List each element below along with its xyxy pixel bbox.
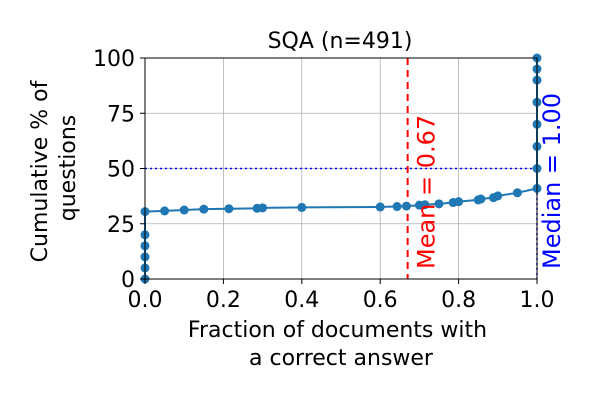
y-tick-label: 25	[107, 213, 135, 238]
y-tick-label: 50	[107, 158, 135, 183]
x-axis-label: Fraction of documents with a correct ans…	[188, 318, 494, 371]
data-point	[179, 205, 189, 215]
y-axis-label: Cumulative % of questions	[28, 74, 81, 263]
data-point	[401, 201, 411, 211]
chart-title: SQA (n=491)	[268, 29, 413, 54]
data-point	[512, 188, 522, 198]
x-tick-label: 0.6	[363, 288, 398, 313]
data-point	[258, 203, 268, 213]
y-tick-label: 75	[107, 102, 135, 127]
data-point	[493, 191, 503, 201]
y-tick-label: 100	[93, 47, 135, 72]
x-axis-ticks: 0.0 0.2 0.4 0.6 0.8 1.0	[128, 279, 555, 313]
median-label: Median = 1.00	[538, 93, 566, 269]
x-axis-label-line-1: Fraction of documents with	[188, 318, 487, 343]
x-axis-label-line-2: a correct answer	[249, 346, 434, 371]
mean-label: Mean = 0.67	[413, 115, 441, 269]
x-tick-label: 1.0	[520, 288, 555, 313]
data-point	[224, 204, 234, 214]
y-axis-ticks: 0 25 50 75 100	[93, 47, 145, 293]
data-point	[199, 204, 209, 214]
data-point	[420, 200, 430, 210]
x-tick-label: 0.4	[284, 288, 319, 313]
y-axis-label-line-2: questions	[56, 115, 81, 222]
data-point	[392, 202, 402, 212]
y-axis-label-line-1: Cumulative % of	[28, 79, 53, 262]
data-point	[160, 206, 170, 216]
x-tick-label: 0.0	[128, 288, 163, 313]
data-point	[434, 199, 444, 209]
data-point	[476, 194, 486, 204]
data-point	[375, 202, 385, 212]
x-tick-label: 0.8	[441, 288, 476, 313]
x-tick-label: 0.2	[206, 288, 241, 313]
y-tick-label: 0	[121, 268, 135, 293]
data-point	[297, 202, 307, 212]
data-point	[454, 197, 464, 207]
